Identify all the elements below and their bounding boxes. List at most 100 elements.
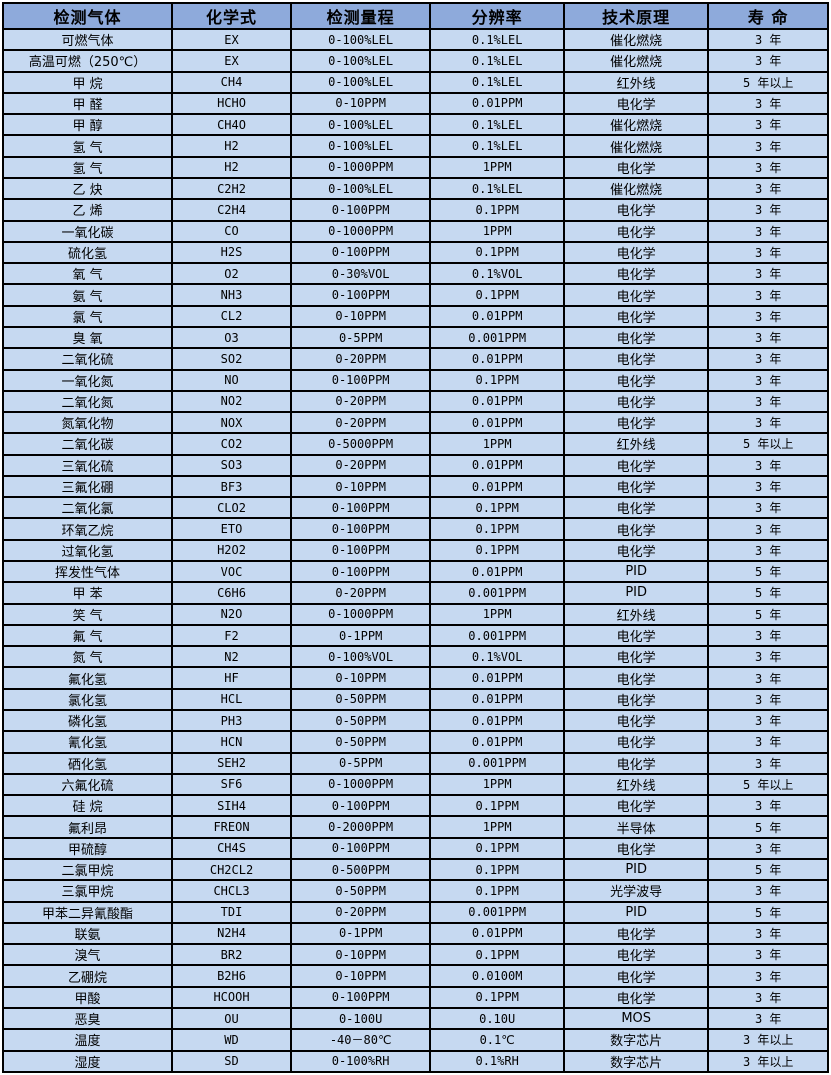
cell-lifespan: 3 年 [707,666,829,690]
cell-principle: 电化学 [562,496,710,520]
cell-principle: 电化学 [562,219,710,243]
cell-lifespan: 3 年 [707,27,829,52]
cell-gas: 六氟化硫 [1,772,174,797]
column-header-resolution: 分辨率 [429,2,565,30]
cell-principle: 电化学 [562,283,710,307]
cell-formula: WD [171,1028,292,1052]
cell-gas: 甲酸 [1,985,174,1009]
cell-resolution: 0.1PPM [429,198,565,222]
cell-lifespan: 3 年 [707,453,829,477]
cell-gas: 温度 [1,1028,174,1052]
cell-range: 0-5PPM [289,751,432,775]
cell-gas: 二氧化碳 [1,432,174,456]
cell-range: 0-1000PPM [289,155,432,179]
cell-formula: HCHO [171,91,292,116]
cell-lifespan: 3 年 [707,368,829,392]
cell-formula: VOC [171,560,292,584]
cell-range: 0-100%LEL [289,27,432,52]
cell-formula: HCL [171,687,292,712]
cell-range: -40－80℃ [289,1028,432,1052]
cell-resolution: 0.1PPM [429,794,565,818]
table-row: 氯 气 CL2 0-10PPM 0.01PPM 电化学 3 年 [1,304,829,328]
cell-gas: 过氧化氢 [1,538,174,563]
cell-formula: O3 [171,325,292,350]
table-row: 恶臭 OU 0-100U 0.10U MOS 3 年 [1,1006,829,1031]
cell-gas: 甲硫醇 [1,836,174,860]
cell-range: 0-1PPM [289,623,432,648]
cell-range: 0-5PPM [289,325,432,350]
table-row: 甲苯二异氰酸酯 TDI 0-20PPM 0.001PPM PID 5 年 [1,900,829,924]
table-row: 硒化氢 SEH2 0-5PPM 0.001PPM 电化学 3 年 [1,751,829,775]
cell-principle: 电化学 [562,623,710,648]
cell-gas: 硅 烷 [1,794,174,818]
cell-formula: NO2 [171,389,292,414]
cell-formula: CO2 [171,432,292,456]
cell-formula: CH4 [171,70,292,94]
cell-principle: 红外线 [562,772,710,797]
cell-resolution: 0.1PPM [429,943,565,967]
cell-gas: 三氯甲烷 [1,879,174,903]
table-row: 氟 气 F2 0-1PPM 0.001PPM 电化学 3 年 [1,623,829,648]
cell-range: 0-100PPM [289,517,432,541]
cell-principle: 电化学 [562,645,710,669]
cell-principle: 半导体 [562,815,710,839]
cell-principle: 电化学 [562,985,710,1009]
cell-principle: 电化学 [562,964,710,988]
cell-resolution: 0.1%LEL [429,134,565,158]
cell-resolution: 0.1%LEL [429,113,565,137]
cell-formula: H2 [171,155,292,179]
cell-formula: CHCL3 [171,879,292,903]
cell-principle: 电化学 [562,730,710,754]
cell-resolution: 0.1PPM [429,496,565,520]
cell-gas: 可燃气体 [1,27,174,52]
cell-formula: OU [171,1006,292,1031]
cell-range: 0-50PPM [289,708,432,733]
cell-resolution: 1PPM [429,219,565,243]
cell-gas: 氮氧化物 [1,411,174,435]
cell-range: 0-20PPM [289,389,432,414]
cell-range: 0-1000PPM [289,219,432,243]
column-header-principle: 技术原理 [562,2,710,30]
cell-resolution: 1PPM [429,772,565,797]
cell-resolution: 0.01PPM [429,91,565,116]
cell-principle: 催化燃烧 [562,176,710,201]
cell-lifespan: 3 年以上 [707,1049,829,1073]
cell-range: 0-30%VOL [289,262,432,286]
cell-lifespan: 5 年 [707,857,829,882]
cell-lifespan: 3 年 [707,517,829,541]
cell-formula: HCOOH [171,985,292,1009]
cell-principle: 电化学 [562,943,710,967]
cell-lifespan: 3 年 [707,730,829,754]
cell-formula: SD [171,1049,292,1073]
table-row: 硫化氢 H2S 0-100PPM 0.1PPM 电化学 3 年 [1,240,829,265]
cell-gas: 二氧化氯 [1,496,174,520]
cell-lifespan: 3 年 [707,964,829,988]
cell-range: 0-50PPM [289,879,432,903]
cell-principle: 电化学 [562,538,710,563]
cell-lifespan: 5 年 [707,602,829,626]
cell-formula: C6H6 [171,581,292,605]
cell-gas: 氯化氢 [1,687,174,712]
cell-lifespan: 3 年 [707,985,829,1009]
cell-principle: 数字芯片 [562,1028,710,1052]
cell-range: 0-20PPM [289,411,432,435]
cell-gas: 臭 氧 [1,325,174,350]
cell-resolution: 0.001PPM [429,325,565,350]
cell-principle: 电化学 [562,198,710,222]
column-header-range: 检测量程 [289,2,432,30]
table-row: 硅 烷 SIH4 0-100PPM 0.1PPM 电化学 3 年 [1,794,829,818]
cell-principle: 电化学 [562,474,710,499]
cell-gas: 三氟化硼 [1,474,174,499]
table-row: 甲 苯 C6H6 0-20PPM 0.001PPM PID 5 年 [1,581,829,605]
cell-gas: 一氧化碳 [1,219,174,243]
cell-lifespan: 3 年 [707,155,829,179]
cell-formula: SIH4 [171,794,292,818]
cell-gas: 溴气 [1,943,174,967]
cell-gas: 硒化氢 [1,751,174,775]
cell-lifespan: 3 年 [707,496,829,520]
cell-range: 0-100PPM [289,538,432,563]
cell-lifespan: 3 年 [707,538,829,563]
cell-formula: H2 [171,134,292,158]
cell-resolution: 0.01PPM [429,411,565,435]
cell-principle: PID [562,560,710,584]
